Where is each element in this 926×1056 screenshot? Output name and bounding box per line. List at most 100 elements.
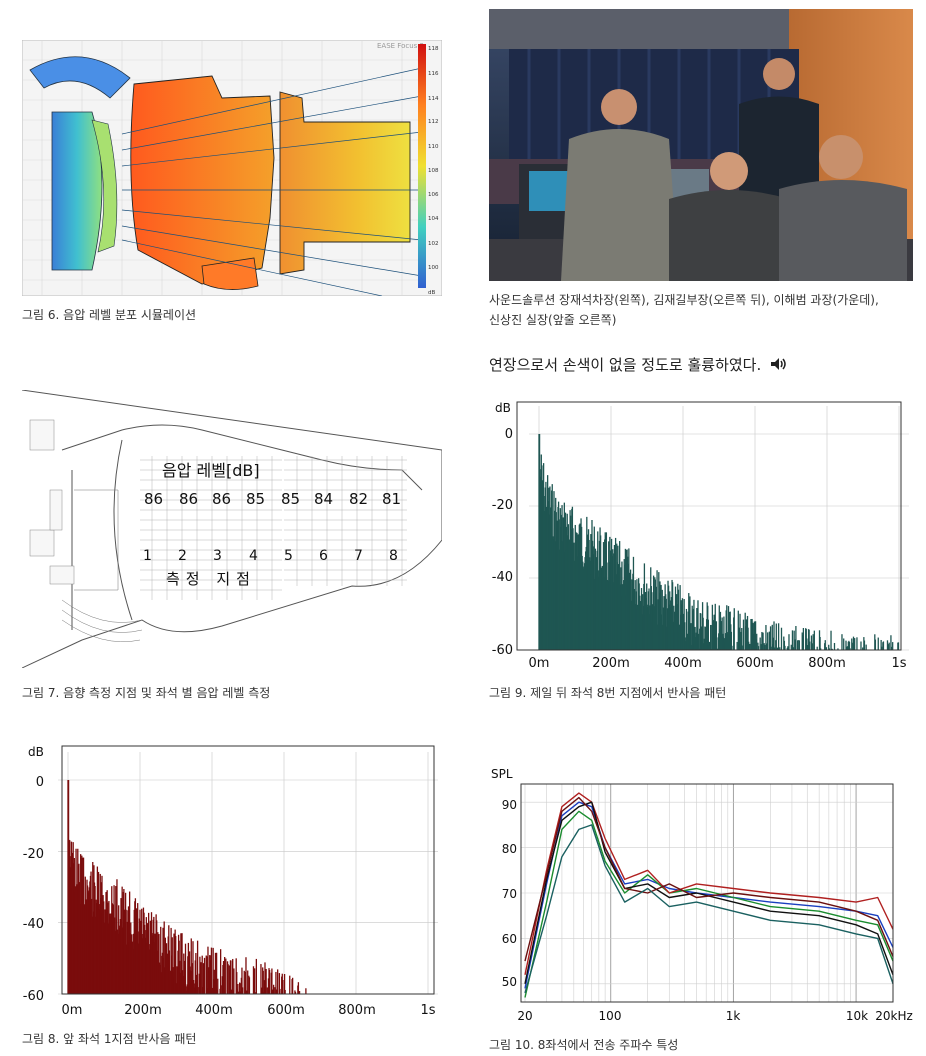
team-photo — [489, 9, 913, 281]
svg-text:5: 5 — [284, 548, 293, 564]
fig10-chart: SPL 50 60 70 80 90 20 100 1k 10k 20kHz — [489, 762, 919, 1032]
fig10-ytick-4: 90 — [502, 798, 517, 812]
svg-text:86: 86 — [212, 490, 231, 508]
fig8-yticks: 0 -20 -40 -60 — [23, 775, 44, 1004]
fig9-frame — [516, 401, 902, 651]
fig10-ytick-0: 50 — [502, 975, 517, 989]
fig10-yticks: 50 60 70 80 90 — [502, 798, 517, 989]
fig6-colorbar — [418, 44, 426, 288]
fig9-ytick-2: -40 — [492, 570, 513, 585]
fig8-xtick-5: 1s — [420, 1003, 435, 1018]
svg-text:102: 102 — [428, 241, 439, 247]
speaker-icon[interactable] — [770, 357, 788, 375]
fig6-caption: 그림 6. 음압 레벨 분포 시뮬레이션 — [22, 308, 197, 322]
fig7-points: 1 2 3 4 5 6 7 8 — [143, 548, 398, 564]
fig10-series-2 — [524, 810, 894, 998]
fig9-xticks: 0m 200m 400m 600m 800m 1s — [529, 656, 907, 671]
fig8-ytick-1: -20 — [23, 847, 44, 862]
svg-text:110: 110 — [428, 144, 439, 150]
fig7-stage — [61, 489, 143, 643]
svg-text:1: 1 — [143, 548, 152, 564]
fig8-ylabel: dB — [28, 745, 44, 759]
fig6-watermark: EASE Focus 2 — [377, 42, 424, 50]
svg-text:2: 2 — [178, 548, 187, 564]
fig9-xtick-2: 400m — [664, 656, 701, 671]
fig9-chart: dB 0 -20 -40 -60 0m 200m 400m 600m 800m … — [489, 394, 909, 674]
fig10-ylabel: SPL — [491, 767, 513, 781]
fig9-ytick-0: 0 — [505, 427, 513, 442]
fig6-main-seating — [130, 75, 275, 285]
fig6-scale-labels: 118 116 114 112 110 108 106 104 102 100 dB — [428, 46, 439, 296]
fig8-xticks: 0m 200m 400m 600m 800m 1s — [62, 1003, 436, 1018]
fig6-rear-seating — [279, 91, 411, 275]
fig7-floorplan: 음압 레벨[dB] 86 86 86 85 85 84 82 81 1 2 3 … — [21, 389, 443, 669]
photo-caption-line1: 사운드솔루션 장재석차장(왼쪽), 김재길부장(오른쪽 뒤), 이해범 과장(가… — [489, 293, 879, 307]
fig6-balcony — [29, 56, 131, 99]
fig8-ytick-3: -60 — [23, 989, 44, 1004]
fig7-points-title: 측정 지점 — [166, 570, 256, 588]
fig10-xticks: 20 100 1k 10k 20kHz — [517, 1009, 912, 1023]
fig9-xtick-4: 800m — [808, 656, 845, 671]
svg-text:85: 85 — [246, 490, 265, 508]
fig8-xtick-3: 600m — [267, 1003, 304, 1018]
fig9-xtick-1: 200m — [592, 656, 629, 671]
fig8-svg: dB 0 -20 -40 -60 0m 200m 400m 600m 800m … — [23, 745, 438, 1018]
fig6-simulation: EASE Focus 2 118 116 114 112 110 108 106 104… — [21, 39, 443, 297]
svg-text:6: 6 — [319, 548, 328, 564]
fig8-xtick-1: 200m — [124, 1003, 161, 1018]
svg-text:86: 86 — [144, 490, 163, 508]
fig8-chart: dB 0 -20 -40 -60 0m 200m 400m 600m 800m … — [22, 738, 442, 1020]
svg-text:85: 85 — [281, 490, 300, 508]
fig8-ytick-2: -40 — [23, 917, 44, 932]
svg-text:86: 86 — [179, 490, 198, 508]
fig10-series-3 — [524, 792, 894, 975]
fig9-ylabel: dB — [495, 401, 511, 415]
fig10-svg: SPL 50 60 70 80 90 20 100 1k 10k 20kHz — [491, 767, 913, 1023]
svg-text:3: 3 — [213, 548, 222, 564]
fig10-xtick-2: 1k — [726, 1009, 741, 1023]
fig8-frame — [61, 745, 435, 995]
svg-text:7: 7 — [354, 548, 363, 564]
body-text: 연장으로서 손색이 없을 정도로 훌륭하였다. — [489, 354, 788, 375]
body-text-content: 연장으로서 손색이 없을 정도로 훌륭하였다. — [489, 356, 762, 374]
fig6-rays — [121, 67, 423, 297]
svg-text:dB: dB — [428, 290, 435, 296]
fig8-caption: 그림 8. 앞 좌석 1지점 반사음 패턴 — [22, 1032, 197, 1046]
photo-caption-line2: 신상진 실장(앞줄 오른쪽) — [489, 313, 617, 327]
svg-text:118: 118 — [428, 46, 439, 52]
fig10-series-6 — [524, 824, 894, 994]
svg-text:84: 84 — [314, 490, 333, 508]
fig10-caption: 그림 10. 8좌석에서 전송 주파수 특성 — [489, 1038, 679, 1052]
fig8-ytick-0: 0 — [36, 775, 44, 790]
fig10-xtick-4: 20kHz — [875, 1009, 913, 1023]
fig6-svg: EASE Focus 2 118 116 114 112 110 108 106 104… — [21, 39, 443, 297]
team-photo-svg — [489, 9, 913, 281]
fig9-ytick-1: -20 — [492, 498, 513, 513]
fig8-xtick-2: 400m — [195, 1003, 232, 1018]
fig6-stage-zone — [51, 111, 103, 271]
fig9-svg: dB 0 -20 -40 -60 0m 200m 400m 600m 800m … — [492, 401, 909, 671]
svg-text:108: 108 — [428, 168, 439, 174]
svg-text:106: 106 — [428, 192, 439, 198]
svg-text:112: 112 — [428, 119, 439, 125]
fig8-xtick-0: 0m — [62, 1003, 83, 1018]
fig10-frame — [520, 783, 894, 1003]
svg-text:116: 116 — [428, 71, 439, 77]
fig7-level-title: 음압 레벨[dB] — [162, 461, 260, 480]
svg-text:4: 4 — [249, 548, 258, 564]
fig9-yticks: 0 -20 -40 -60 — [492, 427, 513, 658]
fig7-seat-grid — [140, 456, 407, 600]
fig9-xtick-3: 600m — [736, 656, 773, 671]
svg-text:82: 82 — [349, 490, 368, 508]
svg-text:104: 104 — [428, 216, 439, 222]
fig10-ytick-3: 80 — [502, 842, 517, 856]
fig7-levels: 86 86 86 85 85 84 82 81 — [144, 490, 401, 508]
fig10-series-5 — [524, 796, 894, 962]
fig7-svg: 음압 레벨[dB] 86 86 86 85 85 84 82 81 1 2 3 … — [21, 389, 443, 669]
fig7-caption: 그림 7. 음향 측정 지점 및 좌석 별 음압 레벨 측정 — [22, 686, 271, 700]
svg-text:114: 114 — [428, 96, 439, 102]
fig8-xtick-4: 800m — [338, 1003, 375, 1018]
fig10-ytick-1: 60 — [502, 932, 517, 946]
fig9-caption: 그림 9. 제일 뒤 좌석 8번 지점에서 반사음 패턴 — [489, 686, 727, 700]
fig9-ytick-3: -60 — [492, 643, 513, 658]
